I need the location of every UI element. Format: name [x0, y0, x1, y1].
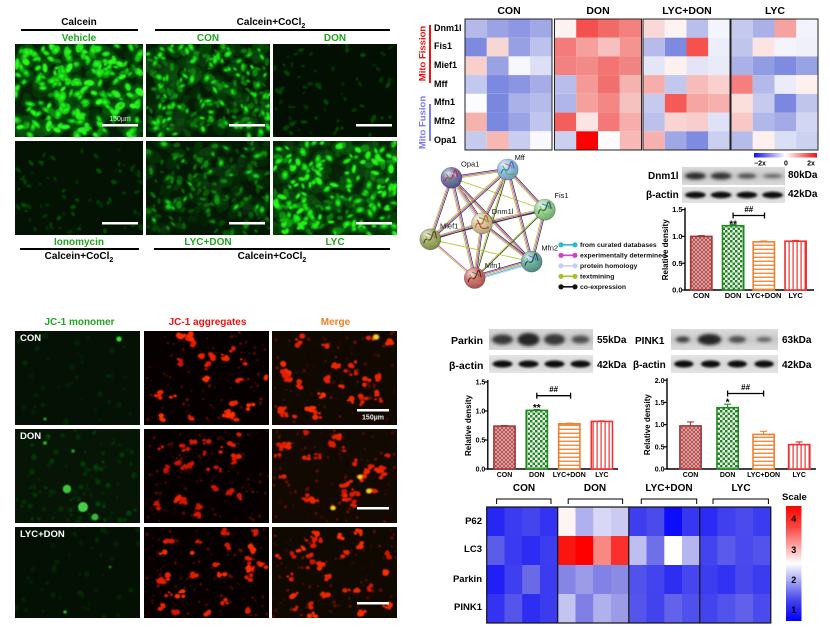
svg-text:1.5: 1.5	[655, 400, 665, 407]
svg-text:0.5: 0.5	[672, 259, 682, 268]
svg-text:Mfn1: Mfn1	[485, 261, 502, 270]
svg-text:*: *	[726, 398, 730, 409]
svg-text:Relative density: Relative density	[643, 394, 652, 455]
svg-text:1.5: 1.5	[672, 205, 682, 214]
svg-text:**: **	[729, 220, 737, 231]
svg-text:2x: 2x	[807, 161, 815, 168]
svg-text:Mief1: Mief1	[440, 222, 458, 231]
svg-text:0.5: 0.5	[655, 444, 665, 451]
svg-text:CON: CON	[683, 472, 699, 479]
svg-text:1: 1	[791, 605, 796, 615]
svg-text:**: **	[533, 403, 541, 414]
svg-text:##: ##	[549, 385, 558, 394]
svg-text:Mfn2: Mfn2	[541, 243, 558, 252]
svg-text:DON: DON	[529, 472, 545, 479]
svg-text:CON: CON	[497, 472, 513, 479]
svg-text:DON: DON	[725, 291, 742, 300]
svg-text:Relative density: Relative density	[661, 219, 670, 280]
svg-text:LYC+DON: LYC+DON	[553, 472, 586, 479]
svg-text:2.0: 2.0	[655, 378, 665, 385]
svg-text:1.0: 1.0	[672, 232, 682, 241]
svg-text:1.5: 1.5	[476, 380, 486, 387]
svg-text:from curated databases: from curated databases	[580, 242, 657, 249]
svg-text:1.0: 1.0	[476, 409, 486, 416]
svg-text:Relative density: Relative density	[464, 394, 473, 455]
svg-text:co-expression: co-expression	[580, 284, 626, 291]
svg-text:LYC: LYC	[793, 472, 806, 479]
svg-text:Fis1: Fis1	[554, 191, 568, 200]
svg-text:150µm: 150µm	[109, 116, 131, 123]
svg-text:protein homology: protein homology	[580, 263, 638, 270]
svg-text:experimentally determined: experimentally determined	[580, 253, 666, 260]
svg-text:0.0: 0.0	[476, 467, 486, 474]
svg-text:0.0: 0.0	[655, 467, 665, 474]
svg-text:−2x: −2x	[754, 161, 766, 168]
svg-text:LYC+DON: LYC+DON	[746, 291, 781, 300]
svg-text:0.5: 0.5	[476, 438, 486, 445]
svg-text:CON: CON	[693, 291, 710, 300]
svg-text:Opa1: Opa1	[461, 160, 479, 169]
svg-text:LYC+DON: LYC+DON	[747, 472, 780, 479]
svg-text:DON: DON	[720, 472, 736, 479]
svg-text:LYC: LYC	[595, 472, 608, 479]
svg-text:150µm: 150µm	[362, 415, 384, 422]
svg-text:textmining: textmining	[580, 274, 614, 281]
svg-text:LYC: LYC	[788, 291, 803, 300]
svg-text:0.0: 0.0	[672, 286, 682, 295]
svg-text:4: 4	[791, 514, 796, 524]
svg-text:Dnm1l: Dnm1l	[492, 207, 514, 216]
svg-text:0: 0	[784, 161, 788, 168]
svg-text:1.0: 1.0	[655, 422, 665, 429]
svg-text:##: ##	[741, 383, 750, 392]
svg-text:Mff: Mff	[515, 153, 526, 162]
svg-text:##: ##	[744, 205, 753, 214]
svg-text:3: 3	[791, 545, 796, 555]
svg-text:2: 2	[791, 575, 796, 585]
